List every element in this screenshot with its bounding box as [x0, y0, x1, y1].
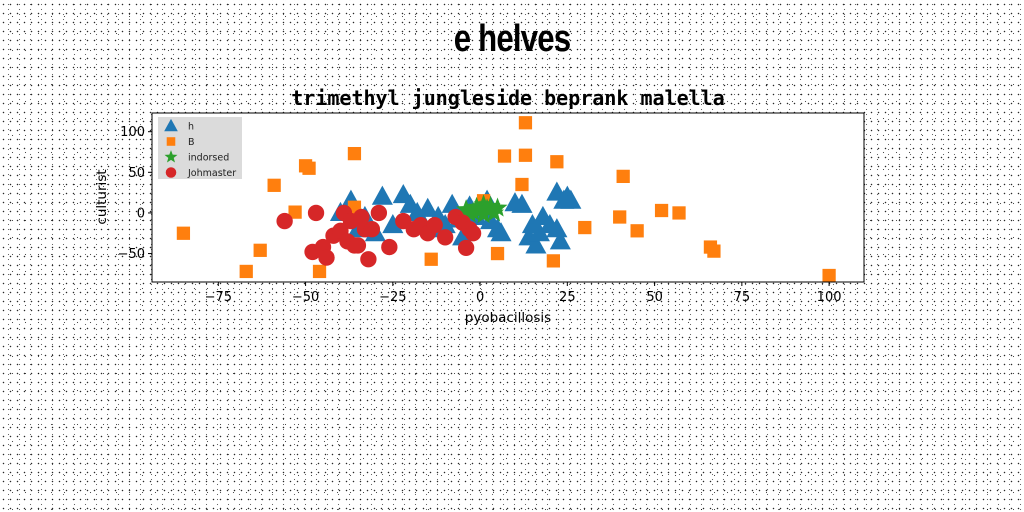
plot-frame	[151, 112, 865, 283]
data-point-triangle	[528, 222, 550, 242]
x-axis-ticks: −75 −50 −25 0 25 50 75 100	[205, 282, 842, 305]
data-point-star	[459, 203, 480, 223]
data-point-square	[312, 264, 327, 279]
legend-marker	[166, 137, 176, 146]
legend-marker	[164, 150, 178, 163]
data-point-square	[707, 244, 721, 258]
legend-label: h	[188, 122, 194, 133]
x-tick-label: 100	[817, 290, 842, 305]
data-point-star	[456, 199, 477, 219]
data-point-square	[518, 148, 533, 162]
data-point-triangle	[382, 214, 404, 234]
legend-marker	[164, 118, 178, 132]
series-b	[176, 116, 836, 283]
data-point-square	[550, 155, 564, 169]
data-point-square	[616, 169, 630, 184]
data-point-circle	[307, 204, 325, 222]
data-point-circle	[360, 251, 377, 268]
data-point-square	[613, 210, 627, 224]
legend-label: Johmaster	[187, 168, 236, 179]
data-point-triangle	[441, 193, 463, 213]
data-point-square	[630, 224, 644, 238]
data-point-square	[672, 206, 686, 220]
y-tick-label: 0	[137, 206, 145, 221]
data-point-circle	[349, 237, 367, 254]
data-point-circle	[437, 229, 454, 246]
series-indorsed	[456, 194, 508, 224]
legend-item-johmaster: Johmaster	[165, 167, 236, 179]
y-tick-label: 50	[128, 166, 145, 181]
data-point-triangle	[546, 218, 568, 238]
data-point-square	[253, 243, 267, 257]
data-point-star	[473, 204, 494, 224]
data-point-circle	[363, 221, 381, 238]
data-point-circle	[276, 212, 293, 230]
y-tick-label: 100	[120, 125, 145, 140]
data-marks	[176, 116, 836, 283]
data-point-square	[546, 254, 561, 268]
x-tick-label: 25	[559, 290, 576, 305]
x-tick-label: 50	[646, 290, 663, 305]
data-point-circle	[457, 239, 475, 257]
data-point-square	[424, 252, 438, 266]
data-point-star	[466, 196, 487, 216]
x-tick-label: −50	[292, 290, 319, 305]
legend-label: indorsed	[188, 153, 229, 164]
series-johmaster	[276, 204, 482, 268]
data-point-circle	[426, 216, 443, 234]
legend-item-indorsed: indorsed	[164, 150, 229, 164]
data-point-triangle	[371, 185, 393, 205]
data-point-square	[515, 177, 529, 192]
x-tick-label: 0	[476, 290, 484, 305]
data-point-square	[347, 146, 362, 161]
data-point-square	[497, 149, 512, 163]
legend-marker	[165, 167, 177, 178]
data-point-circle	[464, 225, 482, 242]
data-point-square	[176, 226, 191, 240]
y-axis-ticks: −50 0 50 100	[118, 125, 152, 262]
data-point-square	[578, 220, 592, 235]
data-point-triangle	[525, 234, 547, 254]
chart-title: trimethyl jungleside beprank malella	[291, 86, 724, 110]
legend-label: B	[188, 137, 195, 148]
data-point-square	[490, 246, 505, 261]
legend-item-b: B	[166, 137, 195, 148]
plot-area	[152, 113, 864, 282]
data-point-square	[518, 116, 533, 130]
y-axis-label: culturist	[94, 169, 110, 224]
y-tick-label: −50	[118, 247, 145, 262]
x-axis-label: pyobacillosis	[465, 310, 551, 326]
data-point-circle	[381, 238, 398, 256]
data-point-square	[288, 205, 302, 219]
x-tick-label: 75	[734, 290, 751, 305]
data-point-star	[487, 197, 508, 217]
x-tick-label: −75	[205, 290, 232, 305]
data-point-circle	[318, 249, 335, 266]
data-point-square	[239, 264, 253, 279]
data-point-triangle	[549, 230, 571, 250]
legend-item-h: h	[164, 118, 194, 133]
data-point-circle	[370, 204, 388, 222]
figure-suptitle: e helves	[453, 18, 571, 60]
data-point-triangle	[417, 197, 439, 217]
data-point-square	[822, 268, 836, 283]
data-point-triangle	[560, 189, 582, 209]
data-point-square	[267, 178, 281, 192]
data-point-triangle	[490, 222, 512, 242]
data-point-triangle	[511, 193, 533, 213]
data-point-square	[654, 203, 669, 218]
x-tick-label: −25	[379, 290, 406, 305]
data-point-square	[302, 161, 316, 175]
